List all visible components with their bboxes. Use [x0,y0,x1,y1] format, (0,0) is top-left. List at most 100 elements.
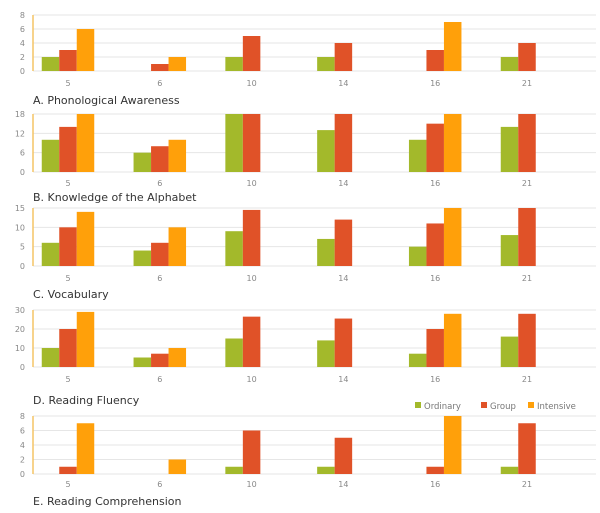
x-tick-label: 14 [338,480,348,489]
bar-group-5 [59,329,77,367]
bar-ordinary-6 [133,357,152,367]
bar-intensive-16 [443,416,462,474]
x-tick-label: 6 [157,274,162,283]
bar-group-21 [518,114,536,172]
bar-group-16 [426,123,444,172]
panel-title: D. Reading Fluency [33,394,140,407]
bar-group-6 [151,353,169,367]
bar-group-14 [334,318,353,367]
bar-ordinary-5 [41,57,60,71]
x-tick-label: 14 [338,179,348,188]
legend-swatch-intensive [528,402,534,408]
bar-group-10 [242,36,261,71]
bar-intensive-5 [76,311,95,367]
bar-intensive-5 [76,29,95,71]
bar-group-5 [59,227,77,266]
bar-ordinary-10 [225,466,243,474]
y-tick-label: 15 [15,204,25,213]
bar-group-10 [242,209,261,266]
bar-group-16 [426,466,444,474]
x-tick-label: 14 [338,375,348,384]
y-tick-label: 0 [20,262,25,271]
y-tick-label: 0 [20,168,25,177]
bar-ordinary-21 [500,336,519,367]
y-tick-label: 0 [20,470,25,479]
x-tick-label: 16 [430,480,440,489]
panel-a: 0 2 4 6 8 5 6 10 14 16 21 A. Phonological Awareness [20,11,596,107]
x-tick-label: 6 [157,375,162,384]
bar-ordinary-16 [408,246,427,266]
x-tick-label: 16 [430,179,440,188]
bar-intensive-5 [76,211,95,266]
bar-ordinary-6 [133,152,152,172]
legend-swatch-group [481,402,487,408]
x-tick-label: 14 [338,274,348,283]
bar-intensive-16 [443,114,462,172]
panel-e: 0 2 4 6 8 5 6 10 14 16 21 E. Reading Comprehension [20,412,596,508]
bar-group-6 [151,146,169,172]
bar-group-21 [518,208,536,266]
bar-ordinary-10 [225,114,243,172]
panel-title: B. Knowledge of the Alphabet [33,191,197,204]
bar-group-10 [242,430,261,474]
x-tick-label: 10 [247,274,257,283]
bar-intensive-16 [443,208,462,266]
bar-intensive-6 [168,348,187,367]
y-tick-label: 6 [20,25,25,34]
bar-ordinary-21 [500,57,519,71]
x-tick-label: 5 [65,375,70,384]
bar-group-14 [334,437,353,474]
bar-intensive-6 [168,459,187,474]
x-tick-label: 21 [522,179,532,188]
bar-ordinary-14 [317,466,335,474]
x-tick-label: 5 [65,480,70,489]
y-tick-label: 2 [20,456,25,465]
bar-group-6 [151,64,169,71]
x-tick-label: 10 [247,179,257,188]
bar-intensive-5 [76,114,95,172]
bar-group-14 [334,43,353,71]
bar-ordinary-5 [41,242,60,266]
bar-ordinary-6 [133,250,152,266]
bar-ordinary-21 [500,235,519,266]
legend-label-group: Group [490,402,516,412]
bar-group-5 [59,466,77,474]
x-tick-label: 21 [522,79,532,88]
x-tick-label: 10 [247,480,257,489]
bar-group-14 [334,219,353,266]
x-tick-label: 5 [65,274,70,283]
y-tick-label: 8 [20,412,25,421]
y-tick-label: 0 [20,363,25,372]
bar-intensive-16 [443,22,462,71]
y-tick-label: 10 [15,344,25,353]
panel-title: C. Vocabulary [33,288,109,301]
bar-ordinary-14 [317,130,335,172]
panel-b: 0 6 12 18 5 6 10 14 16 21 B. Knowledge of the Alph… [15,110,596,204]
x-tick-label: 6 [157,179,162,188]
y-tick-label: 0 [20,67,25,76]
bar-ordinary-21 [500,466,519,474]
bar-group-5 [59,126,77,172]
x-tick-label: 10 [247,79,257,88]
bar-intensive-6 [168,57,187,71]
bar-ordinary-14 [317,238,335,266]
bar-ordinary-16 [408,353,427,367]
panel-c: 0 5 10 15 5 6 10 14 16 21 C. Vocabulary [15,204,596,301]
bar-group-16 [426,329,444,367]
bar-ordinary-21 [500,126,519,172]
bar-group-10 [242,316,261,367]
bar-ordinary-14 [317,340,335,367]
y-tick-label: 6 [20,149,25,158]
bar-ordinary-5 [41,348,60,367]
bar-group-10 [242,114,261,172]
x-tick-label: 6 [157,79,162,88]
bar-ordinary-10 [225,338,243,367]
bar-ordinary-14 [317,57,335,71]
x-tick-label: 21 [522,375,532,384]
x-tick-label: 16 [430,274,440,283]
bar-group-16 [426,50,444,71]
legend: Ordinary Group Intensive [415,402,576,412]
y-tick-label: 4 [20,39,25,48]
legend-swatch-ordinary [415,402,421,408]
x-tick-label: 21 [522,274,532,283]
